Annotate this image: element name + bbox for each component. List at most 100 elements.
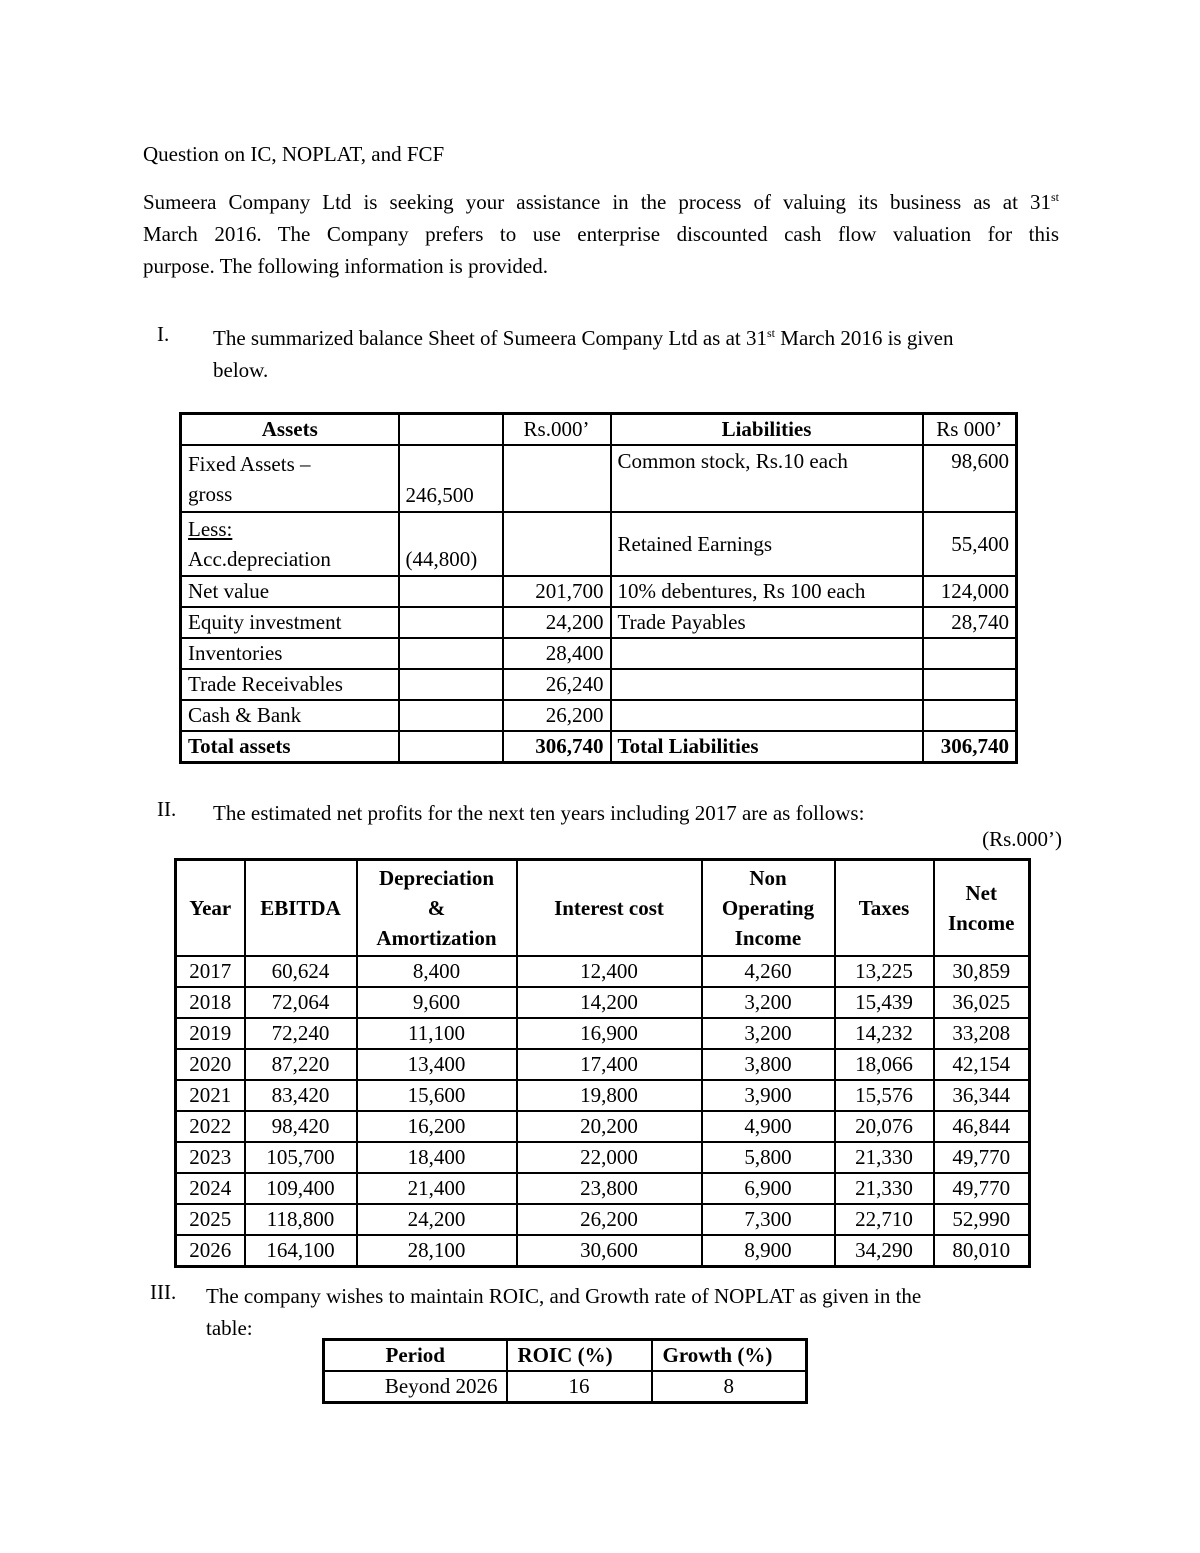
cell-label: Fixed Assets – gross — [179, 444, 400, 513]
table-header-row: Assets Rs.000’ Liabilities Rs 000’ — [179, 412, 1018, 446]
table-cell: 52,990 — [932, 1203, 1031, 1236]
table-cell: 2017 — [174, 955, 246, 988]
table-cell: 6,900 — [700, 1172, 836, 1205]
section-2-numeral: II. — [157, 797, 177, 821]
table-cell: 49,770 — [932, 1141, 1031, 1174]
cell-label: Equity investment — [179, 606, 400, 639]
table-cell: 16,200 — [355, 1110, 518, 1143]
table-cell: 24,200 — [355, 1203, 518, 1236]
table-header-row: Year EBITDA Depreciation & Amortization In… — [174, 858, 1031, 957]
table-total-row: Total assets 306,740 Total Liabilities 3… — [179, 730, 1018, 764]
table-cell: 28,100 — [355, 1234, 518, 1268]
table-cell: 18,066 — [833, 1048, 935, 1081]
section-3: III. The company wishes to maintain ROIC… — [150, 1280, 1062, 1344]
document-title: Question on IC, NOPLAT, and FCF — [143, 142, 445, 166]
header-non-operating-income: Non Operating Income — [700, 858, 836, 957]
cell-value: 246,500 — [397, 444, 504, 513]
table-cell: 9,600 — [355, 986, 518, 1019]
section-2: II. The estimated net profits for the ne… — [157, 797, 1059, 829]
header-rs000-assets: Rs.000’ — [501, 412, 612, 446]
cell-value: (44,800) — [397, 511, 504, 577]
header-year: Year — [174, 858, 246, 957]
table-cell: 34,290 — [833, 1234, 935, 1268]
header-period: Period — [322, 1338, 508, 1372]
cell-blank — [501, 444, 612, 513]
cell-liability-label — [609, 699, 924, 732]
table-cell: 11,100 — [355, 1017, 518, 1050]
table-cell: 33,208 — [932, 1017, 1031, 1050]
table-row: 2026 164,100 28,100 30,600 8,900 34,290 80,010 — [174, 1234, 1031, 1268]
table-cell: 60,624 — [243, 955, 358, 988]
table-row: Cash & Bank 26,200 — [179, 699, 1018, 732]
header-liabilities: Liabilities — [609, 412, 924, 446]
table-cell: 72,064 — [243, 986, 358, 1019]
cell-total-liability-value: 306,740 — [921, 730, 1018, 764]
cell-liability-label: Retained Earnings — [609, 511, 924, 577]
table-cell: 2021 — [174, 1079, 246, 1112]
table-cell: 21,330 — [833, 1172, 935, 1205]
table-cell: 2020 — [174, 1048, 246, 1081]
cell-value: 24,200 — [501, 606, 612, 639]
table-cell: 105,700 — [243, 1141, 358, 1174]
cell-liability-label: 10% debentures, Rs 100 each — [609, 575, 924, 608]
header-assets: Assets — [179, 412, 400, 446]
table-cell: 30,600 — [515, 1234, 703, 1268]
table-cell: 164,100 — [243, 1234, 358, 1268]
section-3-numeral: III. — [150, 1280, 177, 1304]
table-cell: 2018 — [174, 986, 246, 1019]
cell-total-label: Total assets — [179, 730, 400, 764]
section-3-text-line2: table: — [206, 1316, 253, 1340]
table-cell: 8,400 — [355, 955, 518, 988]
table-row: 2019 72,240 11,100 16,900 3,200 14,232 33,208 — [174, 1017, 1031, 1050]
table-row: Inventories 28,400 — [179, 637, 1018, 670]
cell-blank — [397, 606, 504, 639]
section-3-text-line1: The company wishes to maintain ROIC, and… — [206, 1284, 922, 1308]
header-growth: Growth (%) — [650, 1338, 808, 1372]
section-1-text-line2: below. — [213, 358, 269, 382]
header-interest-cost: Interest cost — [515, 858, 703, 957]
table-cell: 21,330 — [833, 1141, 935, 1174]
table-row: 2020 87,220 13,400 17,400 3,800 18,066 42,154 — [174, 1048, 1031, 1081]
table-row: 2018 72,064 9,600 14,200 3,200 15,439 36,025 — [174, 986, 1031, 1019]
table-cell: 80,010 — [932, 1234, 1031, 1268]
cell-label: Net value — [179, 575, 400, 608]
table-row: Less: Acc.depreciation (44,800) Retained … — [179, 511, 1018, 577]
table-cell: 4,260 — [700, 955, 836, 988]
table-cell: 16,900 — [515, 1017, 703, 1050]
superscript-st: st — [1050, 190, 1059, 204]
table-cell: 17,400 — [515, 1048, 703, 1081]
cell-blank — [501, 511, 612, 577]
cell-label: Trade Receivables — [179, 668, 400, 701]
intro-paragraph: Sumeera Company Ltd is seeking your assi… — [143, 186, 1059, 282]
intro-line-1: Sumeera Company Ltd is seeking your assi… — [143, 190, 1059, 214]
table-row: Fixed Assets – gross 246,500 Common stock… — [179, 444, 1018, 513]
table-cell: 3,900 — [700, 1079, 836, 1112]
table-cell: 30,859 — [932, 955, 1031, 988]
header-ebitda: EBITDA — [243, 858, 358, 957]
table-cell: 5,800 — [700, 1141, 836, 1174]
table-cell: 20,076 — [833, 1110, 935, 1143]
header-depreciation-amortization: Depreciation & Amortization — [355, 858, 518, 957]
table-row: 2025 118,800 24,200 26,200 7,300 22,710 52,990 — [174, 1203, 1031, 1236]
cell-liability-value — [921, 699, 1018, 732]
table-cell: 2025 — [174, 1203, 246, 1236]
cell-value: 201,700 — [501, 575, 612, 608]
cell-total-liability-label: Total Liabilities — [609, 730, 924, 764]
cell-label: Less: Acc.depreciation — [179, 511, 400, 577]
superscript-st: st — [767, 326, 776, 340]
section-1-numeral: I. — [157, 322, 170, 346]
cell-blank — [397, 637, 504, 670]
table-cell: 3,200 — [700, 986, 836, 1019]
table-cell: 19,800 — [515, 1079, 703, 1112]
section-1: I. The summarized balance Sheet of Sumee… — [157, 322, 1059, 386]
table-cell: 14,232 — [833, 1017, 935, 1050]
table-cell: 23,800 — [515, 1172, 703, 1205]
table-cell: Beyond 2026 — [322, 1370, 508, 1404]
roic-growth-table: Period ROIC (%) Growth (%) Beyond 2026 16… — [322, 1338, 808, 1404]
table-row: 2021 83,420 15,600 19,800 3,900 15,576 36,344 — [174, 1079, 1031, 1112]
section-2-text: The estimated net profits for the next t… — [213, 801, 865, 825]
table-cell: 26,200 — [515, 1203, 703, 1236]
header-net-income: Net Income — [932, 858, 1031, 957]
cell-liability-value: 55,400 — [921, 511, 1018, 577]
